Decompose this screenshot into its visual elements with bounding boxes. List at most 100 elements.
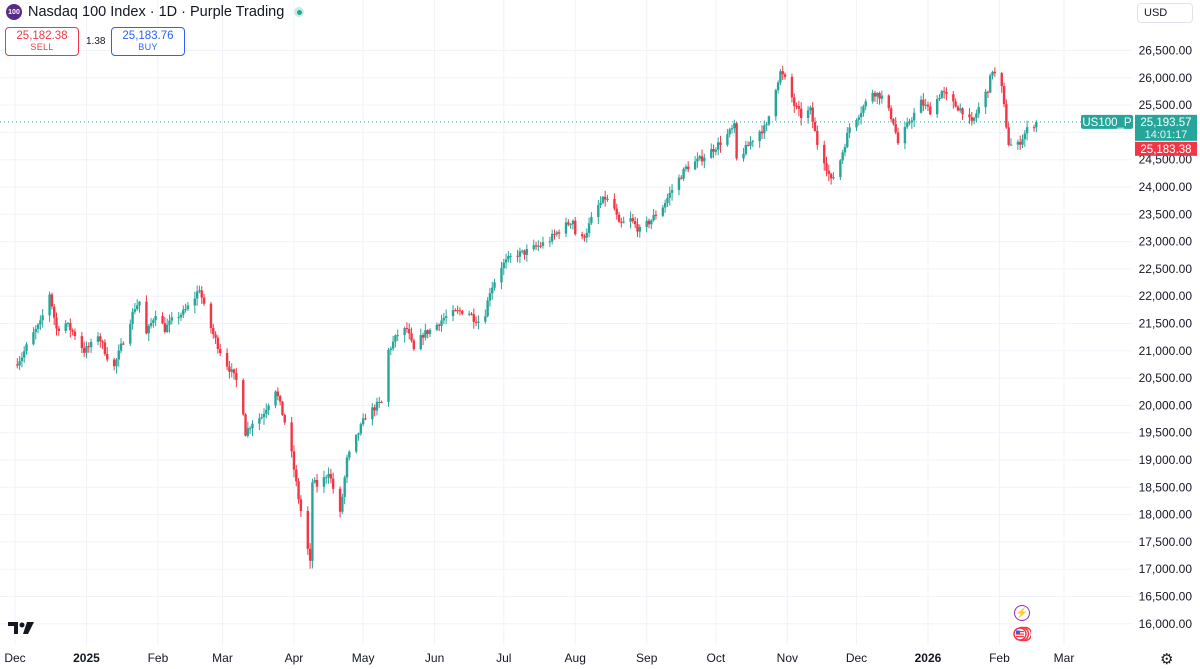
- buy-button[interactable]: 25,183.76 BUY: [111, 27, 185, 56]
- symbol-title[interactable]: Nasdaq 100 Index · 1D · Purple Trading: [28, 4, 285, 20]
- candle-body: [631, 218, 635, 222]
- candle-body: [470, 313, 473, 315]
- candle-body: [712, 149, 715, 152]
- candle-body: [389, 348, 392, 350]
- last-price-tag-bg: [1135, 114, 1197, 141]
- x-tick-label: Jun: [425, 651, 444, 665]
- y-tick-label: 24,500.00: [1139, 153, 1193, 167]
- candle-body: [442, 317, 446, 321]
- x-tick-label: Mar: [1054, 651, 1075, 665]
- candle-body: [313, 480, 316, 483]
- candle-body: [571, 220, 575, 225]
- candle-body: [760, 131, 764, 134]
- candle-body: [345, 457, 349, 478]
- candle-body: [615, 208, 618, 215]
- candle-body: [230, 369, 233, 372]
- candle-body: [419, 335, 422, 350]
- candle-body: [387, 349, 390, 402]
- market-status-icon[interactable]: [294, 7, 305, 17]
- candle-body: [751, 141, 754, 143]
- candle-body: [892, 119, 895, 124]
- candle-body: [569, 224, 572, 226]
- candle-body: [198, 290, 201, 292]
- candle-body: [518, 251, 522, 257]
- candle-body: [41, 315, 44, 321]
- y-tick-label: 19,000.00: [1139, 453, 1193, 467]
- candle-body: [749, 141, 752, 146]
- candle-body: [440, 320, 443, 326]
- candle-body: [235, 373, 238, 381]
- candle-body: [371, 407, 374, 420]
- candle-body: [225, 353, 229, 367]
- x-tick-label: Nov: [777, 651, 798, 665]
- tradingview-logo[interactable]: [8, 620, 36, 641]
- candle-body: [942, 91, 946, 93]
- candle-body: [170, 317, 173, 321]
- candle-body: [502, 262, 505, 269]
- candle-body: [292, 451, 296, 470]
- candle-body: [590, 216, 593, 224]
- symbol-header: 100 Nasdaq 100 Index · 1D · Purple Tradi…: [6, 4, 305, 20]
- candle-body: [908, 122, 911, 124]
- candle-body: [64, 323, 67, 331]
- candle-body: [848, 127, 851, 133]
- x-tick-label: Sep: [636, 651, 658, 665]
- candle-body: [781, 71, 784, 75]
- candle-body: [373, 407, 376, 411]
- candle-body: [89, 341, 93, 348]
- candle-body: [1025, 127, 1029, 134]
- settings-gear-icon[interactable]: ⚙: [1160, 651, 1174, 668]
- candle-body: [816, 130, 819, 145]
- candle-body: [168, 320, 171, 325]
- candle-body: [458, 310, 462, 312]
- candle-body: [435, 324, 439, 330]
- candle-body: [703, 157, 706, 162]
- candle-body: [71, 330, 74, 332]
- candle-body: [405, 327, 409, 329]
- candle-body: [746, 144, 750, 146]
- symbol-tag-bg: [1081, 114, 1133, 129]
- candle-body: [138, 301, 141, 306]
- candle-body: [248, 428, 252, 430]
- candle-body: [733, 123, 736, 129]
- candle-body: [412, 340, 416, 350]
- candle-body: [587, 223, 591, 233]
- candle-body: [862, 106, 865, 113]
- currency-select[interactable]: USD: [1137, 3, 1193, 23]
- candle-body: [878, 92, 881, 99]
- candle-body: [924, 104, 927, 106]
- candle-body: [970, 117, 973, 121]
- nasdaq-logo-icon: 100: [6, 4, 22, 20]
- candle-body: [308, 548, 312, 561]
- candle-body: [857, 117, 861, 120]
- candle-body: [500, 268, 503, 283]
- candle-body: [267, 405, 270, 410]
- candle-body: [735, 123, 738, 159]
- candle-body: [829, 173, 833, 179]
- candle-body: [880, 95, 884, 99]
- x-tick-label: Jul: [496, 651, 511, 665]
- candle-body: [972, 117, 976, 121]
- sell-button[interactable]: 25,182.38 SELL: [5, 27, 79, 56]
- candle-body: [650, 220, 653, 225]
- candle-body: [325, 477, 328, 479]
- candle-body: [767, 116, 771, 125]
- x-tick-label: Oct: [707, 651, 726, 665]
- candle-body: [504, 259, 508, 263]
- candle-body: [161, 316, 164, 324]
- y-tick-label: 16,500.00: [1139, 590, 1193, 604]
- candle-body: [145, 301, 148, 334]
- candle-body: [889, 108, 893, 120]
- candle-body: [461, 311, 464, 314]
- candle-body: [299, 499, 303, 511]
- candle-body: [956, 106, 960, 111]
- candle-body: [355, 434, 358, 452]
- candle-body: [666, 197, 669, 204]
- lightning-event-icon[interactable]: ⚡: [1014, 605, 1030, 621]
- y-tick-label: 20,000.00: [1139, 398, 1193, 412]
- us-flag-event-icon[interactable]: [1013, 626, 1031, 642]
- candle-body: [484, 316, 487, 322]
- x-tick-label: 2025: [73, 651, 100, 665]
- candle-body: [20, 357, 24, 362]
